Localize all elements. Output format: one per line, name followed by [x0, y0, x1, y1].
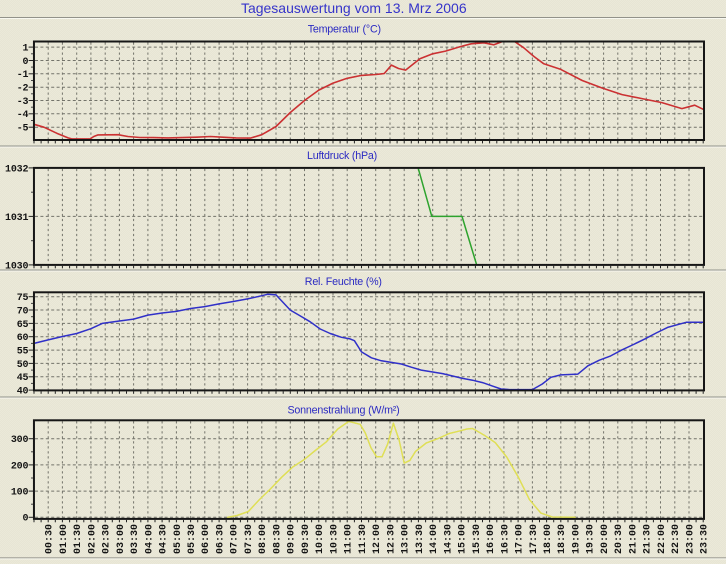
svg-text:Luftdruck (hPa): Luftdruck (hPa) [307, 150, 377, 162]
svg-text:65: 65 [17, 320, 29, 331]
svg-text:13:30: 13:30 [415, 524, 426, 554]
svg-text:07:30: 07:30 [244, 524, 255, 554]
svg-text:08:30: 08:30 [272, 524, 283, 554]
svg-text:03:30: 03:30 [130, 524, 141, 554]
svg-text:40: 40 [17, 387, 29, 398]
svg-text:0: 0 [23, 57, 29, 68]
svg-text:1030: 1030 [5, 261, 29, 272]
svg-text:19:00: 19:00 [572, 524, 583, 554]
svg-text:06:00: 06:00 [201, 524, 212, 554]
svg-text:16:00: 16:00 [486, 524, 497, 554]
svg-text:14:00: 14:00 [429, 524, 440, 554]
svg-text:08:00: 08:00 [258, 524, 269, 554]
svg-text:21:00: 21:00 [628, 524, 639, 554]
svg-text:-4: -4 [17, 110, 29, 121]
svg-text:Sonnenstrahlung (W/m²): Sonnenstrahlung (W/m²) [287, 404, 399, 416]
svg-text:12:00: 12:00 [372, 524, 383, 554]
svg-text:200: 200 [11, 461, 29, 472]
svg-text:07:00: 07:00 [230, 524, 241, 554]
svg-text:23:00: 23:00 [685, 524, 696, 554]
svg-text:1: 1 [23, 44, 29, 55]
svg-text:300: 300 [11, 435, 29, 446]
svg-text:20:00: 20:00 [600, 524, 611, 554]
svg-text:18:30: 18:30 [557, 524, 568, 554]
svg-text:Temperatur (°C): Temperatur (°C) [308, 23, 381, 35]
svg-text:01:30: 01:30 [73, 524, 84, 554]
svg-text:04:00: 04:00 [144, 524, 155, 554]
svg-text:14:30: 14:30 [443, 524, 454, 554]
svg-text:22:00: 22:00 [657, 524, 668, 554]
svg-text:17:30: 17:30 [529, 524, 540, 554]
svg-text:-1: -1 [17, 70, 29, 81]
svg-text:60: 60 [17, 333, 29, 344]
svg-text:70: 70 [17, 306, 29, 317]
svg-text:19:30: 19:30 [586, 524, 597, 554]
svg-text:15:00: 15:00 [458, 524, 469, 554]
svg-text:01:00: 01:00 [59, 524, 70, 554]
svg-text:1031: 1031 [5, 213, 29, 224]
svg-text:03:00: 03:00 [116, 524, 127, 554]
svg-text:02:30: 02:30 [102, 524, 113, 554]
svg-text:04:30: 04:30 [159, 524, 170, 554]
svg-text:-3: -3 [17, 97, 29, 108]
svg-text:1032: 1032 [5, 164, 29, 175]
svg-text:17:00: 17:00 [515, 524, 526, 554]
svg-text:06:30: 06:30 [216, 524, 227, 554]
svg-text:05:30: 05:30 [187, 524, 198, 554]
svg-text:09:00: 09:00 [287, 524, 298, 554]
svg-text:12:30: 12:30 [386, 524, 397, 554]
svg-text:Rel. Feuchte (%): Rel. Feuchte (%) [305, 276, 382, 288]
svg-text:-2: -2 [17, 84, 29, 95]
svg-text:45: 45 [17, 373, 29, 384]
svg-text:00:30: 00:30 [45, 524, 56, 554]
svg-text:75: 75 [17, 293, 29, 304]
svg-text:18:00: 18:00 [543, 524, 554, 554]
svg-text:10:00: 10:00 [315, 524, 326, 554]
svg-text:13:00: 13:00 [401, 524, 412, 554]
svg-text:55: 55 [17, 347, 29, 358]
svg-text:15:30: 15:30 [472, 524, 483, 554]
svg-text:11:00: 11:00 [344, 524, 355, 554]
svg-text:50: 50 [17, 360, 29, 371]
svg-text:02:00: 02:00 [87, 524, 98, 554]
svg-text:21:30: 21:30 [643, 524, 654, 554]
svg-text:05:00: 05:00 [173, 524, 184, 554]
svg-text:22:30: 22:30 [671, 524, 682, 554]
svg-text:0: 0 [23, 514, 29, 525]
svg-text:Tagesauswertung vom 13. Mrz 20: Tagesauswertung vom 13. Mrz 2006 [241, 0, 467, 16]
svg-text:20:30: 20:30 [614, 524, 625, 554]
svg-text:16:30: 16:30 [500, 524, 511, 554]
svg-text:09:30: 09:30 [301, 524, 312, 554]
svg-text:10:30: 10:30 [329, 524, 340, 554]
svg-text:23:30: 23:30 [700, 524, 711, 554]
svg-text:11:30: 11:30 [358, 524, 369, 554]
svg-text:100: 100 [11, 488, 29, 499]
svg-text:-5: -5 [17, 124, 29, 135]
